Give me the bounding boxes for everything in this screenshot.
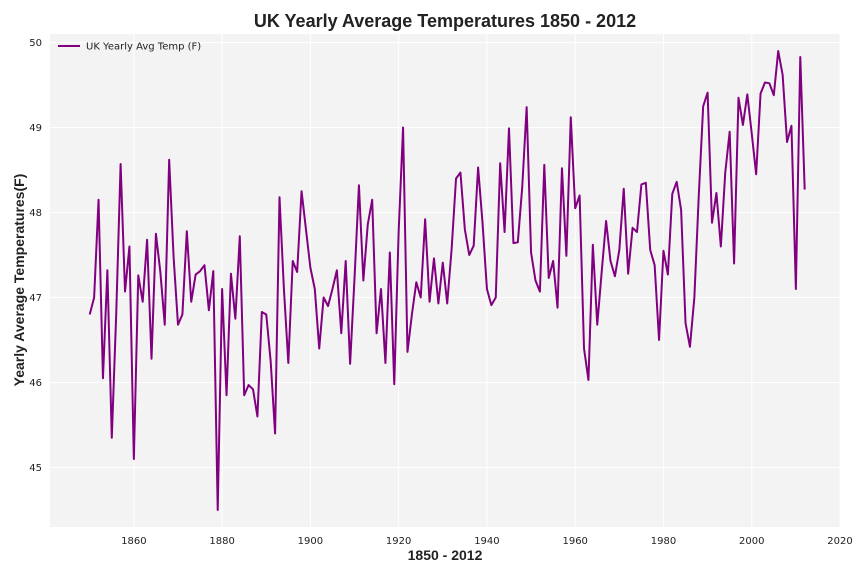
y-tick-labels: 45 46 47 48 49 50: [29, 38, 42, 474]
y-axis-label: Yearly Average Temperatures(F): [11, 174, 27, 387]
y-tick-label: 48: [29, 208, 42, 219]
x-tick-label: 2020: [827, 536, 852, 547]
y-tick-label: 49: [29, 123, 42, 134]
x-tick-label: 1940: [474, 536, 499, 547]
y-tick-label: 47: [29, 293, 42, 304]
x-tick-labels: 1860 1880 1900 1920 1940 1960 1980 2000 2020: [121, 536, 853, 547]
x-tick-label: 2000: [739, 536, 764, 547]
y-tick-label: 46: [29, 378, 42, 389]
y-tick-label: 45: [29, 463, 42, 474]
x-tick-label: 1920: [386, 536, 411, 547]
x-tick-label: 1980: [651, 536, 676, 547]
y-tick-label: 50: [29, 38, 42, 49]
x-tick-label: 1860: [121, 536, 146, 547]
x-axis-label: 1850 - 2012: [408, 547, 483, 563]
x-tick-label: 1960: [562, 536, 587, 547]
legend: UK Yearly Avg Temp (F): [58, 42, 201, 53]
legend-label: UK Yearly Avg Temp (F): [86, 42, 201, 53]
x-tick-label: 1900: [298, 536, 323, 547]
chart-title: UK Yearly Average Temperatures 1850 - 20…: [254, 11, 636, 31]
x-tick-label: 1880: [209, 536, 234, 547]
series-line: [88, 50, 806, 511]
grid-lines: [50, 34, 841, 527]
